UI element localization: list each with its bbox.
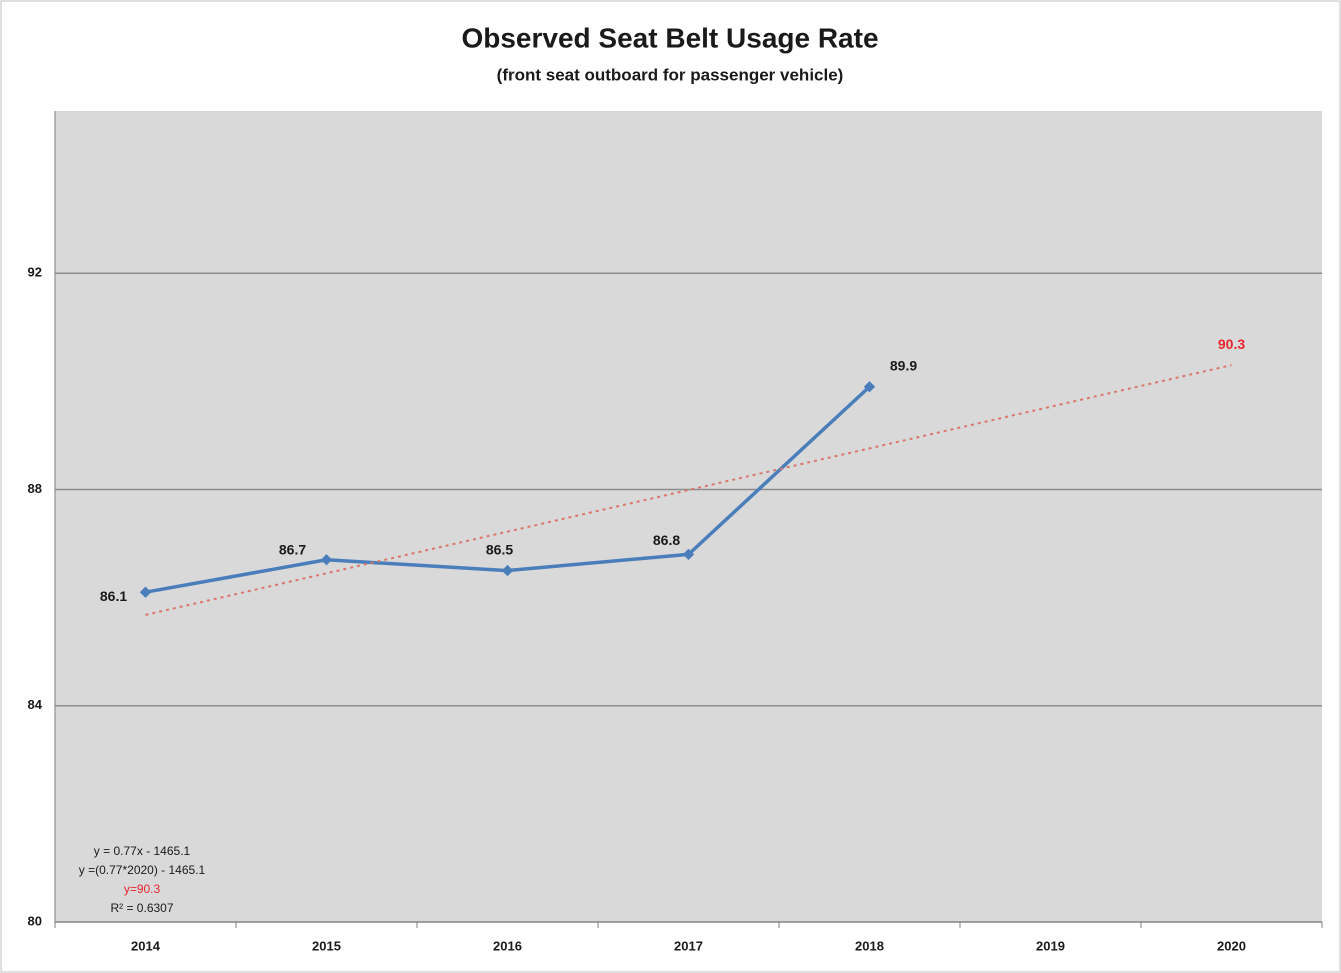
y-tick-label: 84 — [28, 697, 43, 712]
x-tick-label: 2019 — [1036, 938, 1065, 953]
data-label: 86.1 — [100, 588, 127, 604]
x-tick-label: 2015 — [312, 938, 341, 953]
data-label: 86.5 — [486, 541, 513, 557]
x-tick-label: 2018 — [855, 938, 884, 953]
marker — [139, 586, 152, 598]
marker — [320, 554, 333, 566]
y-tick-label: 80 — [28, 913, 42, 928]
y-tick-label: 92 — [28, 265, 42, 280]
marker — [682, 548, 695, 561]
marker — [863, 381, 876, 393]
x-tick-label: 2016 — [493, 938, 522, 953]
x-tick-label: 2014 — [131, 938, 161, 953]
marker — [501, 564, 514, 577]
x-tick-label: 2017 — [674, 938, 703, 953]
chart-title: Observed Seat Belt Usage Rate — [461, 22, 878, 53]
data-label: 86.7 — [279, 541, 306, 557]
y-tick-label: 88 — [28, 481, 42, 496]
annotation: y=90.3 — [124, 882, 161, 896]
annotation: y = 0.77x - 1465.1 — [94, 844, 191, 858]
chart-subtitle: (front seat outboard for passenger vehic… — [497, 65, 844, 84]
x-tick-label: 2020 — [1217, 938, 1246, 953]
data-label: 89.9 — [890, 357, 917, 373]
data-label: 86.8 — [653, 532, 680, 548]
plot-area — [55, 111, 1322, 922]
annotation: R² = 0.6307 — [110, 901, 173, 915]
annotation: y =(0.77*2020) - 1465.1 — [79, 863, 206, 877]
trend-label: 90.3 — [1218, 336, 1245, 352]
